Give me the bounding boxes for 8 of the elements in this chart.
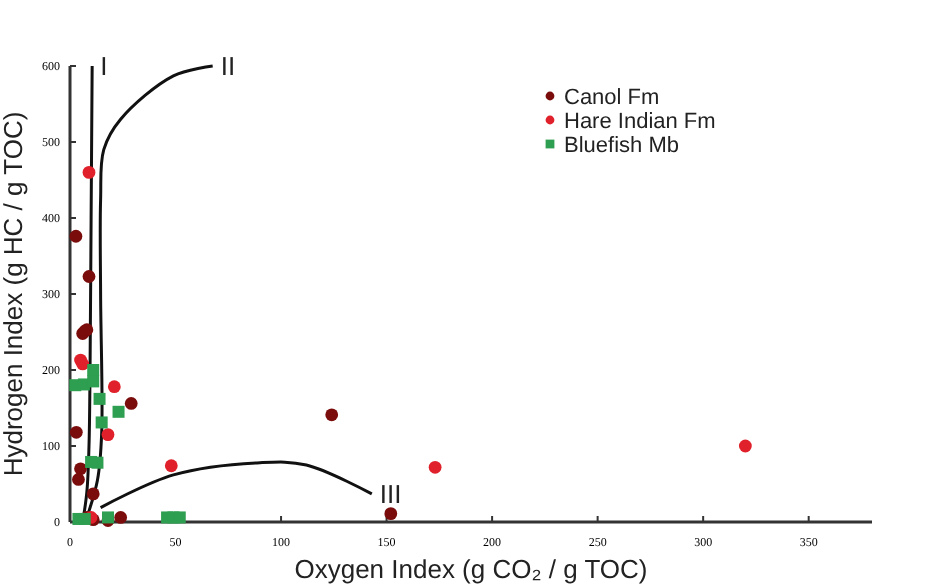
legend-label: Canol Fm <box>564 85 660 110</box>
series-label: III <box>379 478 402 509</box>
series-label: I <box>100 51 108 82</box>
y-axis-title: Hydrogen Index (g HC / g TOC) <box>0 111 28 477</box>
series-label: II <box>220 51 236 82</box>
legend-label: Hare Indian Fm <box>564 109 716 134</box>
x-axis-title: Oxygen Index (g CO₂ / g TOC) <box>294 554 648 584</box>
legend-label: Bluefish Mb <box>564 133 679 158</box>
